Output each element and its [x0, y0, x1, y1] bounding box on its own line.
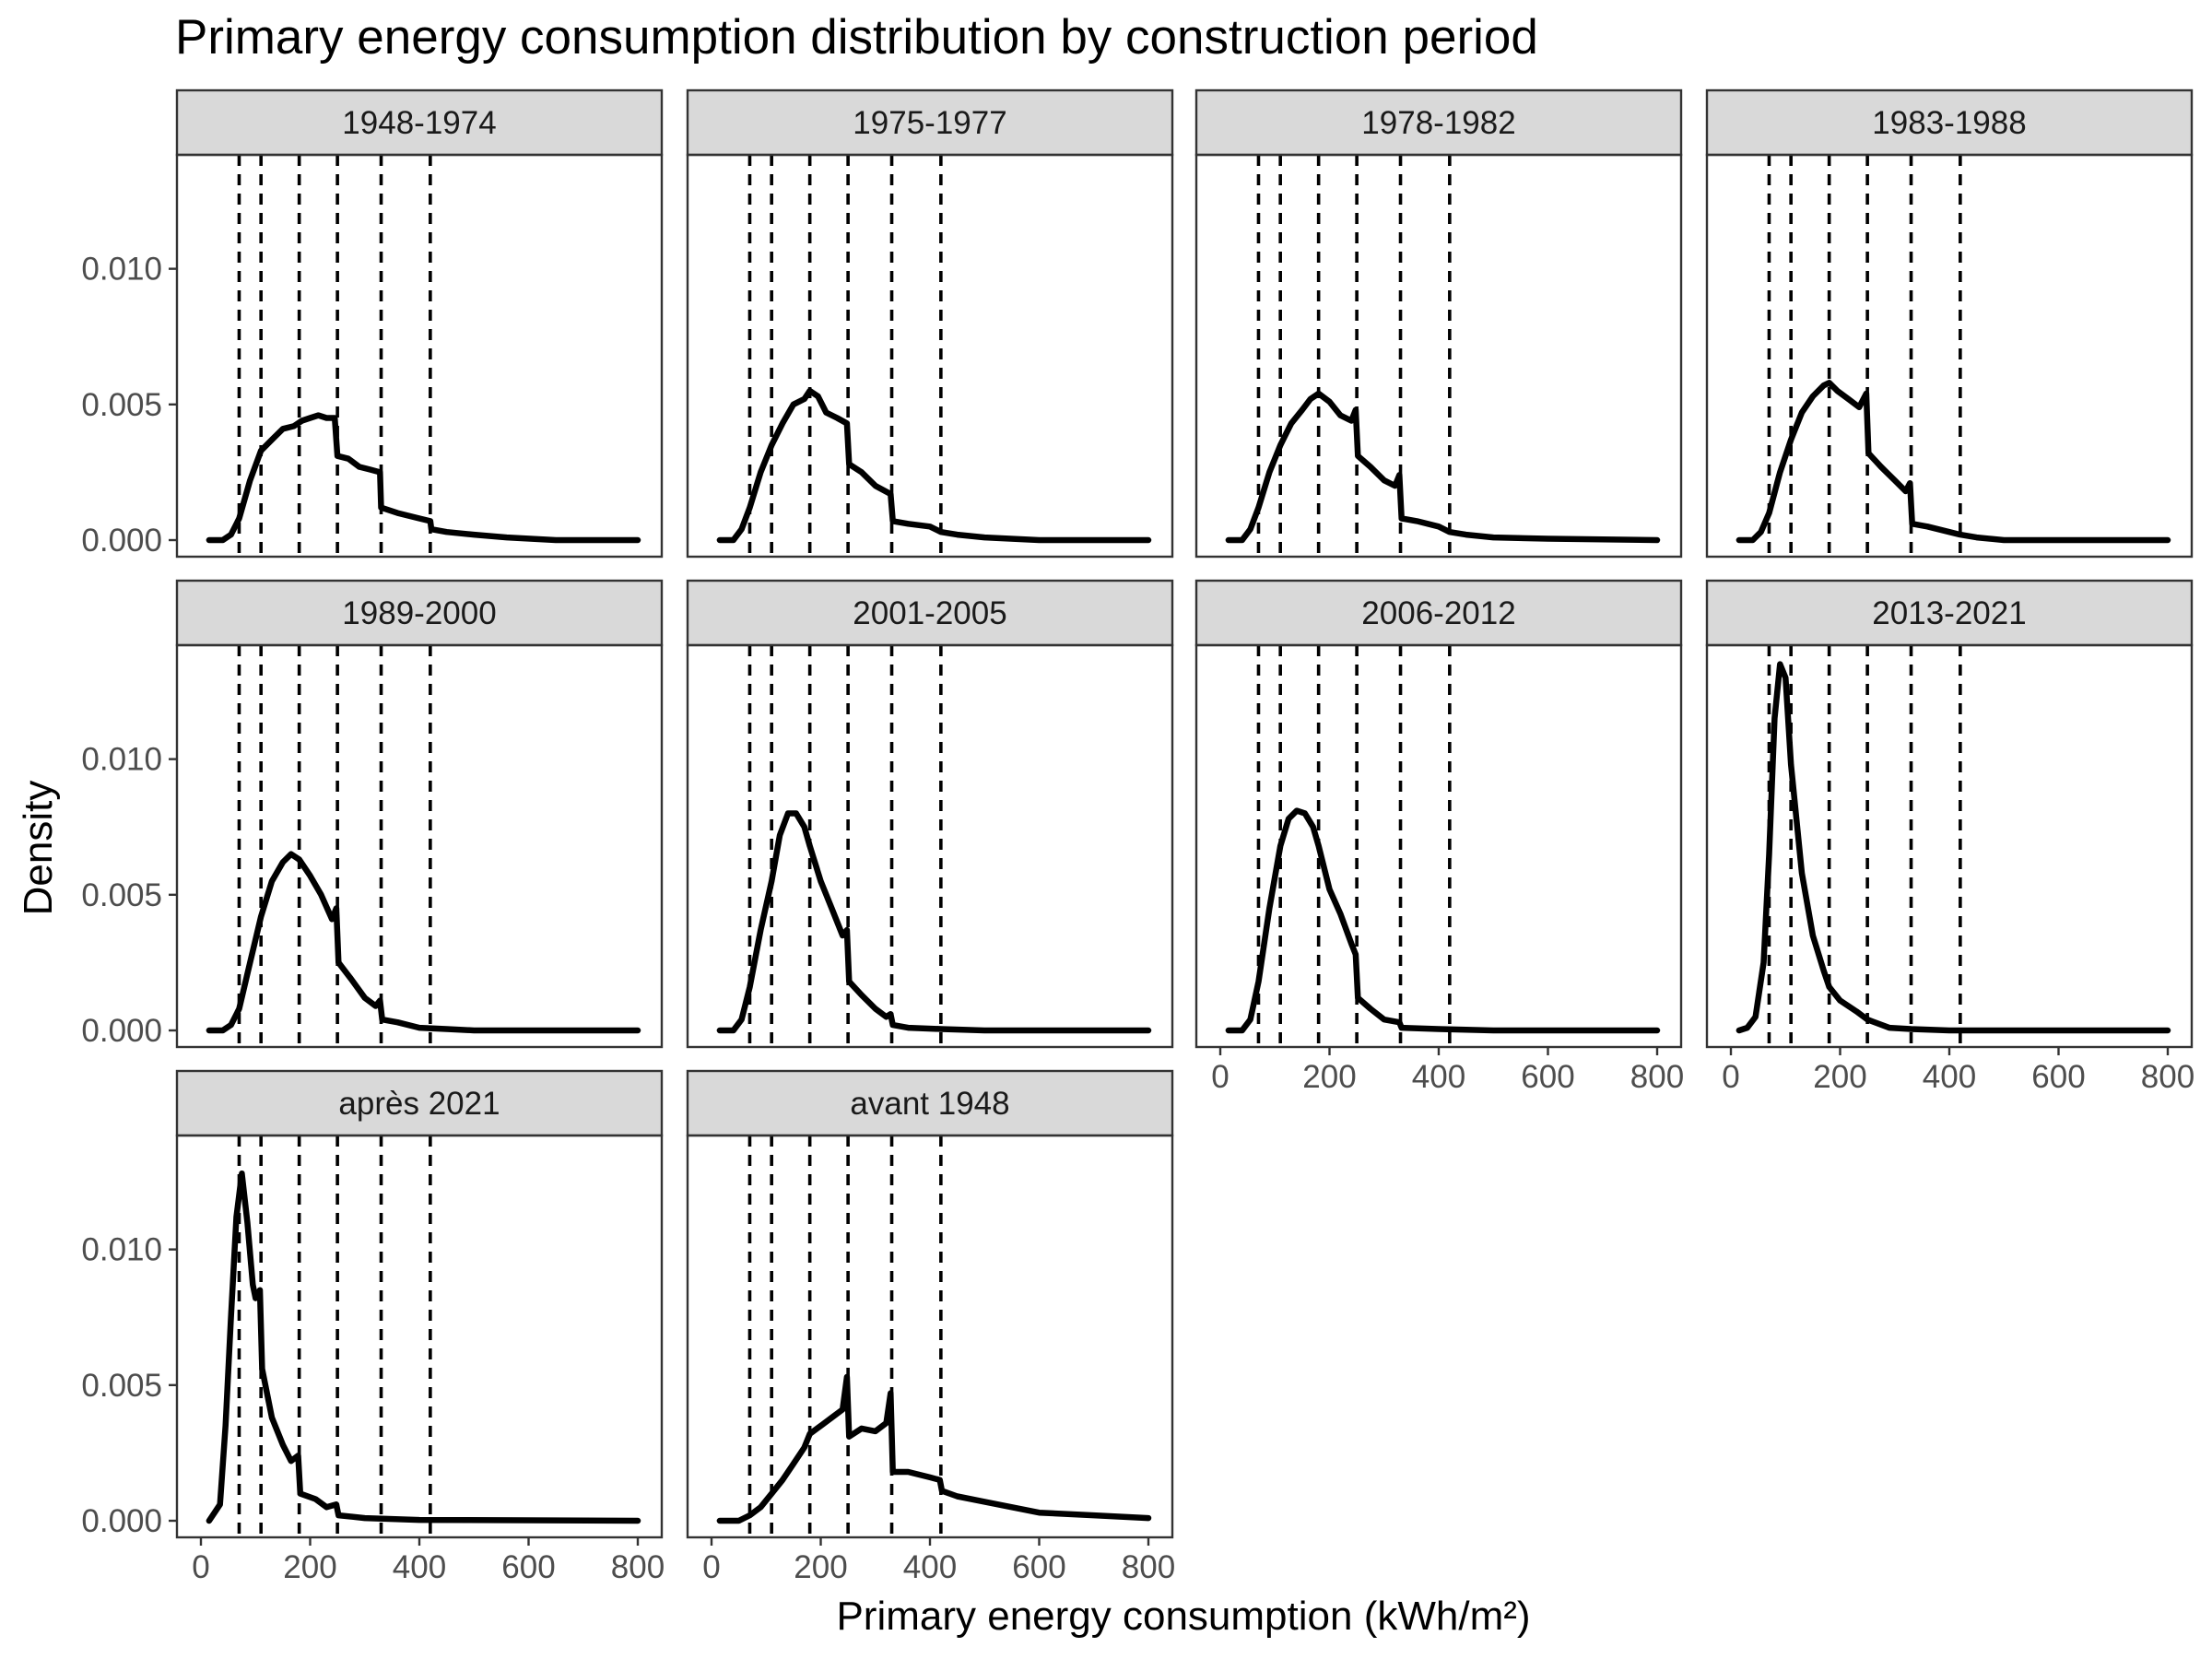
facet-strip-label: 1989-2000 [342, 595, 496, 631]
panel-border [1705, 153, 2194, 559]
x-tick-label: 800 [611, 1549, 665, 1585]
facet-1948-1974: 1948-1974 0.000 0.005 0.010 [81, 88, 664, 559]
x-tick-label: 600 [501, 1549, 555, 1585]
panel-border [175, 643, 664, 1049]
facet-panels: 1948-1974 0.000 0.005 0.010 1975-1977 1978-19… [81, 88, 2194, 1585]
x-tick-label: 800 [1630, 1059, 1684, 1095]
x-tick-label: 0 [1722, 1059, 1739, 1095]
panel-border [175, 153, 664, 559]
x-tick-label: 200 [1813, 1059, 1866, 1095]
y-tick-label: 0.005 [81, 1368, 162, 1404]
facet-strip-label: 2006-2012 [1361, 595, 1515, 631]
y-tick-label: 0.000 [81, 523, 162, 559]
facet-avant-1948: avant 1948 0 200 400 600 800 [686, 1069, 1175, 1585]
chart-title: Primary energy consumption distribution … [175, 10, 1538, 65]
y-tick-label: 0.000 [81, 1013, 162, 1049]
facet-strip-label: 1948-1974 [342, 105, 496, 141]
density-curve [716, 1373, 1152, 1524]
density-curve [206, 1170, 641, 1524]
x-tick-label: 800 [2141, 1059, 2194, 1095]
x-tick-label: 800 [1122, 1549, 1175, 1585]
x-tick-label: 0 [702, 1549, 720, 1585]
facet-strip [1705, 88, 2194, 157]
density-curve [206, 851, 641, 1034]
x-tick-label: 600 [1012, 1549, 1065, 1585]
y-tick-label: 0.000 [81, 1503, 162, 1539]
facet-apres-2021: après 2021 0.000 0.005 0.010 0 200 400 600 800 [81, 1069, 665, 1585]
panel-border [175, 1134, 664, 1539]
density-curve [1225, 390, 1661, 544]
y-axis-title: Density [16, 781, 61, 916]
panel-border [1705, 643, 2194, 1049]
density-curve [1225, 807, 1661, 1034]
x-tick-label: 0 [1211, 1059, 1229, 1095]
x-tick-label: 600 [2031, 1059, 2085, 1095]
facet-strip-label: 1978-1982 [1361, 105, 1515, 141]
density-curve [716, 810, 1152, 1034]
facet-2001-2005: 2001-2005 [686, 579, 1174, 1049]
density-curve [206, 412, 641, 544]
x-tick-label: 200 [1302, 1059, 1356, 1095]
facet-2013-2021: 2013-2021 0 200 400 600 800 [1705, 579, 2194, 1095]
x-tick-label: 400 [1923, 1059, 1976, 1095]
y-tick-label: 0.010 [81, 742, 162, 778]
panel-border [1194, 153, 1683, 559]
x-tick-label: 200 [794, 1549, 847, 1585]
facet-strip-label: 2001-2005 [853, 595, 1006, 631]
x-tick-label: 400 [1412, 1059, 1465, 1095]
facet-1983-1988: 1983-1988 [1705, 88, 2194, 559]
x-tick-label: 400 [903, 1549, 957, 1585]
facet-strip-label: 2013-2021 [1872, 595, 2026, 631]
facet-strip [175, 88, 664, 157]
y-tick-label: 0.005 [81, 877, 162, 913]
density-curve [1735, 661, 2171, 1034]
x-tick-label: 200 [283, 1549, 336, 1585]
facet-strip-label: 1975-1977 [853, 105, 1006, 141]
y-tick-label: 0.010 [81, 252, 162, 288]
x-axis-title: Primary energy consumption (kWh/m²) [836, 1594, 1530, 1639]
facet-strip-label: après 2021 [338, 1086, 500, 1122]
facet-strip [1194, 88, 1683, 157]
x-tick-label: 600 [1521, 1059, 1574, 1095]
facet-1989-2000: 1989-2000 0.000 0.005 0.010 [81, 579, 664, 1049]
x-tick-label: 0 [192, 1549, 209, 1585]
facet-strip [686, 1069, 1174, 1137]
x-tick-label: 400 [393, 1549, 446, 1585]
facet-strip-label: 1983-1988 [1872, 105, 2026, 141]
y-tick-label: 0.005 [81, 387, 162, 423]
facet-strip [686, 579, 1174, 647]
density-curve [716, 387, 1152, 544]
panel-border [686, 643, 1174, 1049]
panel-border [686, 153, 1174, 559]
density-curve [1735, 380, 2171, 544]
facet-2006-2012: 2006-2012 0 200 400 600 800 [1194, 579, 1684, 1095]
facet-strip [1194, 579, 1683, 647]
facet-strip [175, 579, 664, 647]
facet-strip-label: avant 1948 [850, 1086, 1009, 1122]
facet-1975-1977: 1975-1977 [686, 88, 1174, 559]
panel-border [1194, 643, 1683, 1049]
facet-1978-1982: 1978-1982 [1194, 88, 1683, 559]
y-tick-label: 0.010 [81, 1232, 162, 1268]
